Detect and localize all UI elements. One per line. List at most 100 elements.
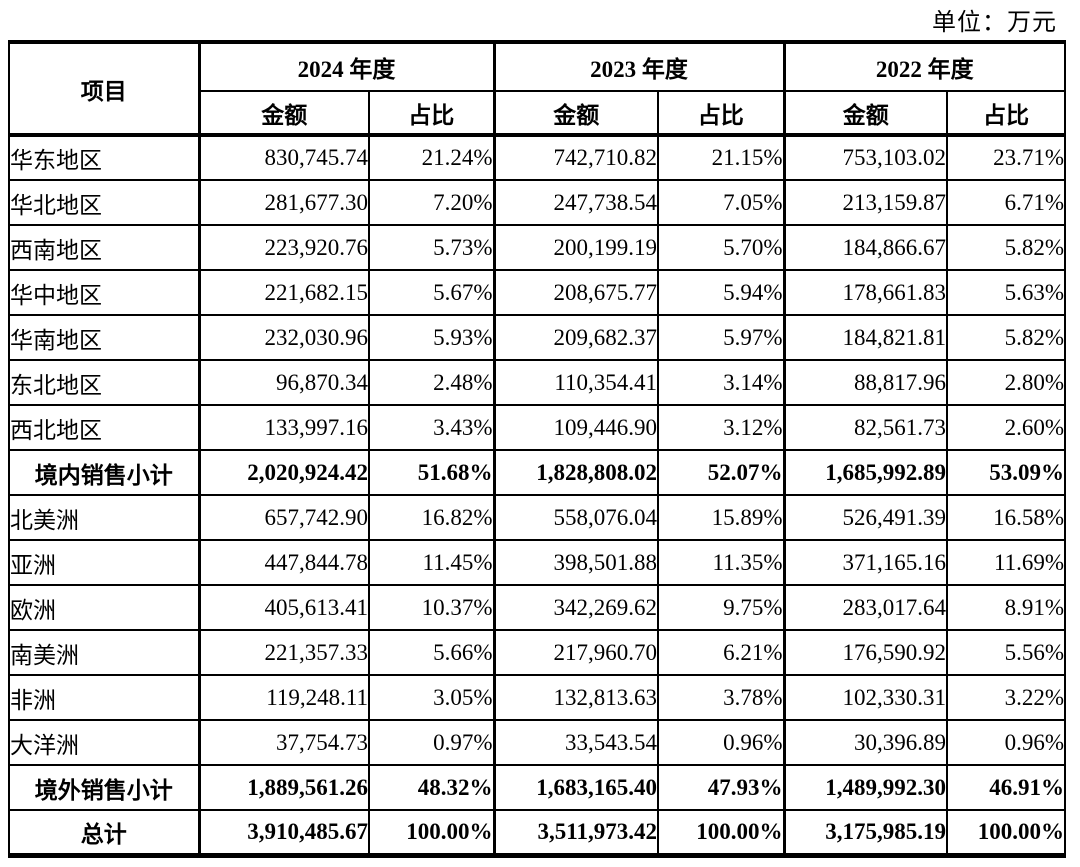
cell-amount-2023: 33,543.54 xyxy=(492,719,659,766)
cell-amount-2023: 109,446.90 xyxy=(492,404,659,451)
cell-ratio-2023: 7.05% xyxy=(657,179,785,226)
cell-ratio-2024: 100.00% xyxy=(368,809,495,858)
cell-amount-2024: 281,677.30 xyxy=(197,179,370,226)
table-header: 项目 2024 年度 2023 年度 2022 年度 金额 占比 金额 占比 金… xyxy=(8,40,1066,136)
cell-ratio-2024: 10.37% xyxy=(368,584,495,631)
cell-amount-2023: 209,682.37 xyxy=(492,314,659,361)
cell-ratio-2022: 8.91% xyxy=(946,584,1066,631)
row-label: 华东地区 xyxy=(8,133,200,181)
table-body: 华东地区 830,745.74 21.24% 742,710.82 21.15%… xyxy=(8,133,1066,858)
row-label: 西北地区 xyxy=(8,404,200,451)
table-row: 北美洲 657,742.90 16.82% 558,076.04 15.89% … xyxy=(8,494,1066,541)
cell-ratio-2022: 53.09% xyxy=(946,449,1066,496)
regional-sales-table: 项目 2024 年度 2023 年度 2022 年度 金额 占比 金额 占比 金… xyxy=(8,40,1066,858)
cell-ratio-2023: 15.89% xyxy=(657,494,785,541)
cell-ratio-2022: 100.00% xyxy=(946,809,1066,858)
cell-ratio-2024: 5.73% xyxy=(368,224,495,271)
table-row: 南美洲 221,357.33 5.66% 217,960.70 6.21% 17… xyxy=(8,629,1066,676)
cell-amount-2022: 1,685,992.89 xyxy=(782,449,948,496)
table-row: 大洋洲 37,754.73 0.97% 33,543.54 0.96% 30,3… xyxy=(8,719,1066,766)
cell-ratio-2022: 5.56% xyxy=(946,629,1066,676)
cell-amount-2023: 1,683,165.40 xyxy=(492,764,659,811)
cell-amount-2022: 213,159.87 xyxy=(782,179,948,226)
cell-ratio-2023: 52.07% xyxy=(657,449,785,496)
cell-ratio-2023: 3.12% xyxy=(657,404,785,451)
header-item-column: 项目 xyxy=(8,40,200,136)
cell-amount-2023: 398,501.88 xyxy=(492,539,659,586)
cell-amount-2024: 830,745.74 xyxy=(197,133,370,181)
row-label: 西南地区 xyxy=(8,224,200,271)
cell-amount-2022: 30,396.89 xyxy=(782,719,948,766)
cell-amount-2023: 247,738.54 xyxy=(492,179,659,226)
header-ratio-2024: 占比 xyxy=(368,90,495,136)
cell-amount-2023: 208,675.77 xyxy=(492,269,659,316)
cell-ratio-2024: 21.24% xyxy=(368,133,495,181)
cell-ratio-2022: 11.69% xyxy=(946,539,1066,586)
cell-amount-2023: 742,710.82 xyxy=(492,133,659,181)
header-ratio-2023: 占比 xyxy=(657,90,785,136)
cell-amount-2022: 82,561.73 xyxy=(782,404,948,451)
table-row: 境内销售小计 2,020,924.42 51.68% 1,828,808.02 … xyxy=(8,449,1066,496)
table-row: 华东地区 830,745.74 21.24% 742,710.82 21.15%… xyxy=(8,133,1066,181)
cell-ratio-2022: 2.60% xyxy=(946,404,1066,451)
cell-amount-2024: 37,754.73 xyxy=(197,719,370,766)
cell-ratio-2022: 5.82% xyxy=(946,314,1066,361)
cell-ratio-2022: 23.71% xyxy=(946,133,1066,181)
cell-ratio-2024: 3.43% xyxy=(368,404,495,451)
cell-ratio-2024: 7.20% xyxy=(368,179,495,226)
cell-amount-2024: 2,020,924.42 xyxy=(197,449,370,496)
cell-ratio-2024: 2.48% xyxy=(368,359,495,406)
cell-amount-2023: 3,511,973.42 xyxy=(492,809,659,858)
cell-amount-2023: 132,813.63 xyxy=(492,674,659,721)
header-year-2024: 2024 年度 xyxy=(197,40,495,92)
cell-ratio-2023: 9.75% xyxy=(657,584,785,631)
cell-amount-2023: 200,199.19 xyxy=(492,224,659,271)
cell-amount-2022: 102,330.31 xyxy=(782,674,948,721)
cell-amount-2024: 3,910,485.67 xyxy=(197,809,370,858)
row-label: 东北地区 xyxy=(8,359,200,406)
cell-ratio-2022: 16.58% xyxy=(946,494,1066,541)
table-row: 亚洲 447,844.78 11.45% 398,501.88 11.35% 3… xyxy=(8,539,1066,586)
table-row: 东北地区 96,870.34 2.48% 110,354.41 3.14% 88… xyxy=(8,359,1066,406)
row-label: 北美洲 xyxy=(8,494,200,541)
cell-amount-2022: 526,491.39 xyxy=(782,494,948,541)
table-row: 欧洲 405,613.41 10.37% 342,269.62 9.75% 28… xyxy=(8,584,1066,631)
table-row: 境外销售小计 1,889,561.26 48.32% 1,683,165.40 … xyxy=(8,764,1066,811)
cell-amount-2022: 1,489,992.30 xyxy=(782,764,948,811)
cell-ratio-2022: 0.96% xyxy=(946,719,1066,766)
cell-amount-2022: 283,017.64 xyxy=(782,584,948,631)
table-row: 华南地区 232,030.96 5.93% 209,682.37 5.97% 1… xyxy=(8,314,1066,361)
cell-amount-2024: 405,613.41 xyxy=(197,584,370,631)
cell-amount-2023: 110,354.41 xyxy=(492,359,659,406)
cell-amount-2024: 221,682.15 xyxy=(197,269,370,316)
cell-ratio-2022: 46.91% xyxy=(946,764,1066,811)
row-label: 境外销售小计 xyxy=(8,764,200,811)
cell-amount-2024: 96,870.34 xyxy=(197,359,370,406)
cell-amount-2024: 133,997.16 xyxy=(197,404,370,451)
cell-ratio-2022: 2.80% xyxy=(946,359,1066,406)
header-ratio-2022: 占比 xyxy=(946,90,1066,136)
table-row: 总计 3,910,485.67 100.00% 3,511,973.42 100… xyxy=(8,809,1066,858)
cell-amount-2022: 184,821.81 xyxy=(782,314,948,361)
row-label: 华中地区 xyxy=(8,269,200,316)
cell-amount-2024: 657,742.90 xyxy=(197,494,370,541)
cell-amount-2023: 217,960.70 xyxy=(492,629,659,676)
header-amount-2022: 金额 xyxy=(782,90,948,136)
cell-ratio-2023: 11.35% xyxy=(657,539,785,586)
cell-ratio-2024: 5.67% xyxy=(368,269,495,316)
header-amount-2024: 金额 xyxy=(197,90,370,136)
table-row: 西南地区 223,920.76 5.73% 200,199.19 5.70% 1… xyxy=(8,224,1066,271)
table-row: 华北地区 281,677.30 7.20% 247,738.54 7.05% 2… xyxy=(8,179,1066,226)
cell-amount-2022: 753,103.02 xyxy=(782,133,948,181)
cell-ratio-2023: 100.00% xyxy=(657,809,785,858)
cell-ratio-2023: 21.15% xyxy=(657,133,785,181)
cell-amount-2024: 223,920.76 xyxy=(197,224,370,271)
cell-ratio-2024: 16.82% xyxy=(368,494,495,541)
cell-ratio-2023: 5.94% xyxy=(657,269,785,316)
table-row: 华中地区 221,682.15 5.67% 208,675.77 5.94% 1… xyxy=(8,269,1066,316)
cell-ratio-2024: 5.66% xyxy=(368,629,495,676)
cell-amount-2022: 176,590.92 xyxy=(782,629,948,676)
cell-ratio-2023: 47.93% xyxy=(657,764,785,811)
table-row: 非洲 119,248.11 3.05% 132,813.63 3.78% 102… xyxy=(8,674,1066,721)
row-label: 华南地区 xyxy=(8,314,200,361)
